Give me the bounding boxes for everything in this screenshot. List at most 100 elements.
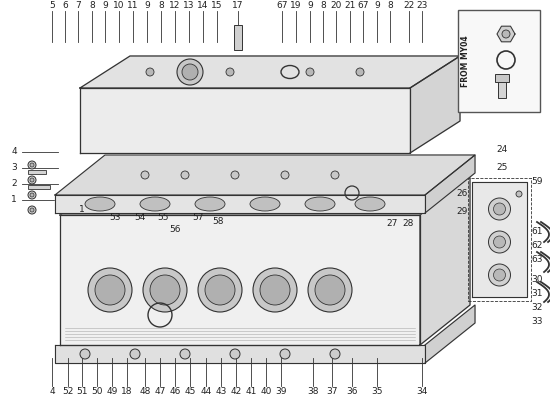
Circle shape (28, 161, 36, 169)
Text: 2: 2 (11, 180, 17, 188)
Text: 14: 14 (197, 2, 208, 10)
Text: 54: 54 (134, 214, 146, 222)
Polygon shape (60, 175, 470, 215)
Bar (498, 74, 506, 98)
Circle shape (306, 68, 314, 76)
Polygon shape (497, 26, 515, 42)
Text: 42: 42 (230, 386, 241, 396)
Text: 36: 36 (346, 386, 358, 396)
Text: 27: 27 (387, 218, 398, 228)
Text: 63: 63 (531, 256, 543, 264)
Text: 38: 38 (307, 386, 319, 396)
Text: 8: 8 (320, 2, 326, 10)
Circle shape (177, 59, 203, 85)
Circle shape (488, 231, 510, 253)
Text: 49: 49 (106, 386, 118, 396)
Text: 43: 43 (215, 386, 227, 396)
Text: 29: 29 (456, 208, 468, 216)
Text: 32: 32 (532, 304, 543, 312)
Circle shape (315, 275, 345, 305)
Circle shape (356, 68, 364, 76)
Text: 46: 46 (169, 386, 181, 396)
Text: 11: 11 (127, 2, 139, 10)
Circle shape (502, 30, 510, 38)
Circle shape (308, 268, 352, 312)
Text: 39: 39 (275, 386, 287, 396)
Polygon shape (55, 155, 475, 195)
Circle shape (231, 171, 239, 179)
Bar (28, 170, 46, 174)
Circle shape (88, 268, 132, 312)
Circle shape (230, 349, 240, 359)
Ellipse shape (195, 197, 225, 211)
Text: 22: 22 (403, 2, 415, 10)
Text: 53: 53 (109, 214, 121, 222)
Text: 8: 8 (158, 2, 164, 10)
Bar (495, 74, 509, 82)
Circle shape (493, 269, 505, 281)
Polygon shape (55, 195, 425, 213)
Text: 18: 18 (121, 386, 133, 396)
Text: 8: 8 (89, 2, 95, 10)
Text: 21: 21 (344, 2, 356, 10)
Text: 25: 25 (497, 162, 508, 172)
Text: 13: 13 (183, 2, 195, 10)
Text: 1: 1 (79, 206, 85, 214)
Text: 19: 19 (290, 2, 302, 10)
Circle shape (331, 171, 339, 179)
Circle shape (516, 191, 522, 197)
Text: 4: 4 (49, 386, 55, 396)
Text: 8: 8 (387, 2, 393, 10)
Text: 31: 31 (531, 290, 543, 298)
Text: 10: 10 (113, 2, 125, 10)
Text: 4: 4 (11, 148, 17, 156)
Polygon shape (425, 305, 475, 363)
Text: 23: 23 (416, 2, 428, 10)
Polygon shape (420, 175, 470, 345)
Polygon shape (410, 56, 460, 153)
Polygon shape (80, 56, 460, 88)
Bar (28, 185, 50, 189)
Polygon shape (60, 215, 420, 345)
Bar (234, 25, 242, 50)
Text: 33: 33 (531, 318, 543, 326)
Circle shape (253, 268, 297, 312)
Text: 48: 48 (139, 386, 151, 396)
Text: 37: 37 (326, 386, 338, 396)
Circle shape (130, 349, 140, 359)
Circle shape (30, 193, 34, 197)
Text: 44: 44 (200, 386, 212, 396)
Circle shape (143, 268, 187, 312)
Ellipse shape (85, 197, 115, 211)
Text: 16: 16 (526, 80, 537, 88)
Text: 67: 67 (276, 2, 288, 10)
Text: 40: 40 (260, 386, 272, 396)
Polygon shape (80, 88, 410, 153)
Text: 5: 5 (49, 2, 55, 10)
Text: 45: 45 (184, 386, 196, 396)
Text: 24: 24 (497, 146, 508, 154)
Circle shape (80, 349, 90, 359)
Circle shape (182, 64, 198, 80)
Text: 47: 47 (155, 386, 166, 396)
Text: 28: 28 (403, 218, 414, 228)
Text: 9: 9 (307, 2, 313, 10)
Circle shape (260, 275, 290, 305)
Circle shape (150, 275, 180, 305)
Text: 67: 67 (358, 2, 368, 10)
Circle shape (280, 349, 290, 359)
Circle shape (493, 203, 505, 215)
Polygon shape (472, 182, 527, 297)
Circle shape (181, 171, 189, 179)
Text: 61: 61 (531, 228, 543, 236)
Text: 59: 59 (531, 178, 543, 186)
Text: 3: 3 (11, 164, 17, 172)
Text: 50: 50 (91, 386, 103, 396)
Ellipse shape (250, 197, 280, 211)
Circle shape (30, 178, 34, 182)
Polygon shape (425, 155, 475, 213)
Text: 7: 7 (75, 2, 81, 10)
Circle shape (30, 208, 34, 212)
Circle shape (180, 349, 190, 359)
Bar (458, 10, 540, 112)
